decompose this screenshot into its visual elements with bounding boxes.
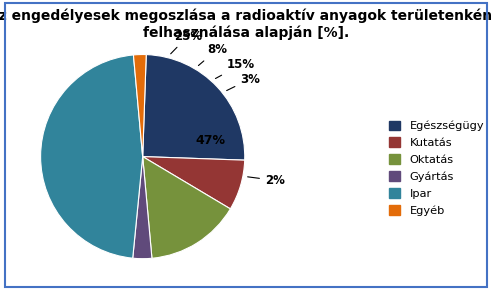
Legend: Egészségügy, Kutatás, Oktatás, Gyártás, Ipar, Egyéb: Egészségügy, Kutatás, Oktatás, Gyártás, … (387, 118, 486, 218)
Wedge shape (133, 55, 146, 157)
Wedge shape (41, 55, 143, 258)
Wedge shape (143, 55, 245, 160)
Text: 25%: 25% (171, 30, 202, 54)
Text: 15%: 15% (215, 58, 255, 79)
Wedge shape (143, 157, 245, 209)
Wedge shape (133, 157, 152, 259)
Wedge shape (143, 157, 230, 258)
Text: 8%: 8% (198, 43, 227, 66)
Text: 3%: 3% (227, 72, 260, 90)
Text: 47%: 47% (195, 134, 225, 147)
Text: 2%: 2% (247, 174, 285, 187)
Text: Az engedélyesek megoszlása a radioaktív anyagok területenkénti
felhasználása ala: Az engedélyesek megoszlása a radioaktív … (0, 9, 492, 40)
